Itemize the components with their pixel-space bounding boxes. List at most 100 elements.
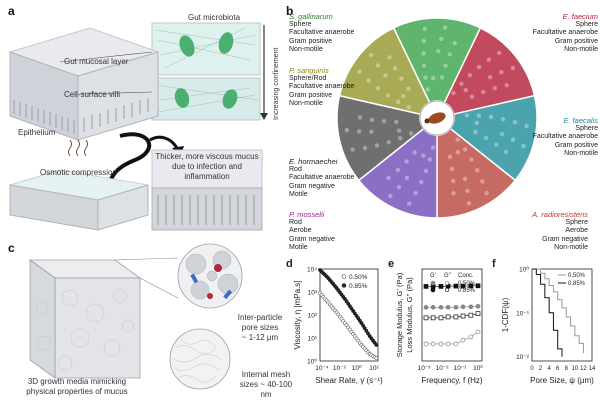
x-tick-label: 10⁻¹: [454, 365, 468, 372]
y-tick-label: 10⁰: [307, 358, 317, 366]
panel-c-caption: 3D growth media mimicking physical prope…: [26, 377, 128, 396]
species-name: P. sanguinis: [289, 66, 329, 75]
cell-dot: [521, 143, 526, 149]
cell-dot: [362, 145, 368, 151]
x-tick-label: 0: [530, 366, 534, 372]
data-point: [445, 304, 451, 310]
y-axis-label: Storage Modulus, G' (Pa): [395, 272, 404, 357]
species-property: Sphere: [575, 125, 598, 133]
cell-dot: [488, 114, 494, 120]
cell-dot: [404, 159, 409, 164]
cell-surface-villi-label: Cell-surface villi: [64, 90, 121, 99]
y-tick-label: 10¹: [308, 336, 318, 343]
cell-dot: [459, 81, 464, 86]
cell-dot: [388, 193, 393, 199]
cell-dot: [499, 69, 504, 75]
plot-frame: [319, 268, 379, 362]
panel-c-label: c: [8, 241, 15, 255]
y-tick-label: 10²: [308, 313, 318, 320]
panel-a-label: a: [8, 4, 15, 18]
species-wheel: [336, 17, 538, 219]
x-tick-label: 10⁻³: [418, 365, 432, 372]
cell-dot: [510, 65, 516, 71]
species-property: Facultative anaerobe: [532, 29, 598, 37]
villi: [13, 98, 149, 134]
cell-dot: [425, 87, 430, 92]
cell-dot: [398, 136, 403, 141]
panel-c-illustration: [28, 243, 243, 390]
cell-dot: [404, 175, 410, 180]
legend-label: 0.50%: [568, 273, 586, 279]
y-axis-label: Viscosity, η [mPa.s]: [293, 280, 302, 349]
data-point: [475, 311, 481, 316]
y-tick-label: 10⁻¹: [516, 310, 530, 317]
cell-dot: [396, 99, 401, 104]
cell-dot: [369, 129, 374, 134]
cell-dot: [357, 115, 363, 120]
data-point: [423, 304, 429, 310]
cell-dot: [451, 178, 456, 184]
species-label: S. gallinarum Sphere Facultative anaerobe G…: [289, 12, 381, 54]
legend-marker: [430, 280, 436, 286]
cell-dot: [406, 86, 411, 91]
species-property: Rod: [289, 219, 302, 227]
cell-dot: [469, 157, 474, 162]
cell-dot: [476, 113, 482, 118]
cell-dot: [369, 117, 375, 122]
cell-dot: [476, 64, 482, 70]
species-property: Sphere: [575, 21, 598, 29]
legend-label: 0.85%: [458, 288, 476, 294]
legend-marker: [341, 274, 347, 279]
cdf-line: [532, 268, 584, 354]
data-point: [438, 341, 444, 347]
x-tick-label: 10⁻²: [333, 365, 347, 372]
cell-dot: [369, 52, 374, 58]
gut-mucosal-layer-label: Gut mucosal layer: [64, 57, 129, 66]
cell-dot: [430, 76, 436, 81]
cell-dot: [455, 150, 460, 155]
cell-dot: [392, 66, 398, 71]
data-point: [438, 315, 444, 321]
cell-dot: [396, 185, 402, 190]
cell-dot: [475, 168, 480, 173]
cell-dot: [484, 190, 489, 196]
x-tick-label: 14: [589, 366, 596, 372]
cell-dot: [439, 75, 445, 80]
data-point: [423, 341, 429, 347]
increasing-confinement-label: Increasing confinement: [273, 47, 280, 120]
cell-dot: [473, 129, 478, 135]
x-tick-label: 8: [565, 366, 569, 372]
data-point: [453, 341, 459, 347]
cell-dot: [344, 128, 349, 133]
cell-dot: [386, 140, 391, 145]
cell-dot: [494, 142, 499, 147]
cell-dot: [421, 153, 426, 158]
data-point: [423, 284, 429, 289]
gut-microbiota-label: Gut microbiota: [188, 13, 241, 22]
data-point: [362, 326, 367, 331]
cell-dot: [465, 188, 470, 194]
data-point: [430, 304, 436, 310]
microbiota-box-bottom: [151, 77, 261, 121]
data-point: [438, 284, 444, 289]
species-property: Gram negative: [289, 182, 335, 190]
legend-marker: [444, 280, 450, 286]
cell-dot: [413, 190, 418, 196]
cell-dot: [430, 145, 436, 150]
cell-dot: [409, 131, 414, 136]
data-point: [430, 341, 436, 347]
species-property: Non-motile: [289, 45, 323, 53]
cell-dot: [499, 131, 505, 137]
cell-dot: [463, 87, 468, 93]
panel-label: f: [492, 258, 496, 270]
data-point: [366, 331, 370, 336]
panel-label: e: [388, 258, 394, 270]
data-point: [423, 315, 429, 321]
cell-dot: [524, 123, 529, 129]
cell-dot: [401, 94, 406, 99]
species-name: E. faecium: [562, 12, 598, 21]
cell-dot: [464, 113, 470, 118]
data-point: [460, 283, 466, 289]
species-property: Motile: [289, 243, 308, 251]
legend-header: Conc.: [458, 273, 474, 279]
